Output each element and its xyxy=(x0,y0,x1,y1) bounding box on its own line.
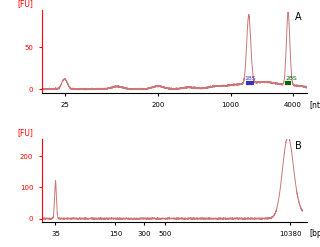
Text: 28S: 28S xyxy=(286,76,298,81)
Text: [bp]: [bp] xyxy=(310,229,320,238)
Text: [nt]: [nt] xyxy=(310,100,320,109)
Text: 18S: 18S xyxy=(244,76,256,81)
Text: [FU]: [FU] xyxy=(18,0,34,8)
Text: A: A xyxy=(295,12,302,21)
Text: B: B xyxy=(295,141,302,151)
Text: [FU]: [FU] xyxy=(18,128,34,137)
